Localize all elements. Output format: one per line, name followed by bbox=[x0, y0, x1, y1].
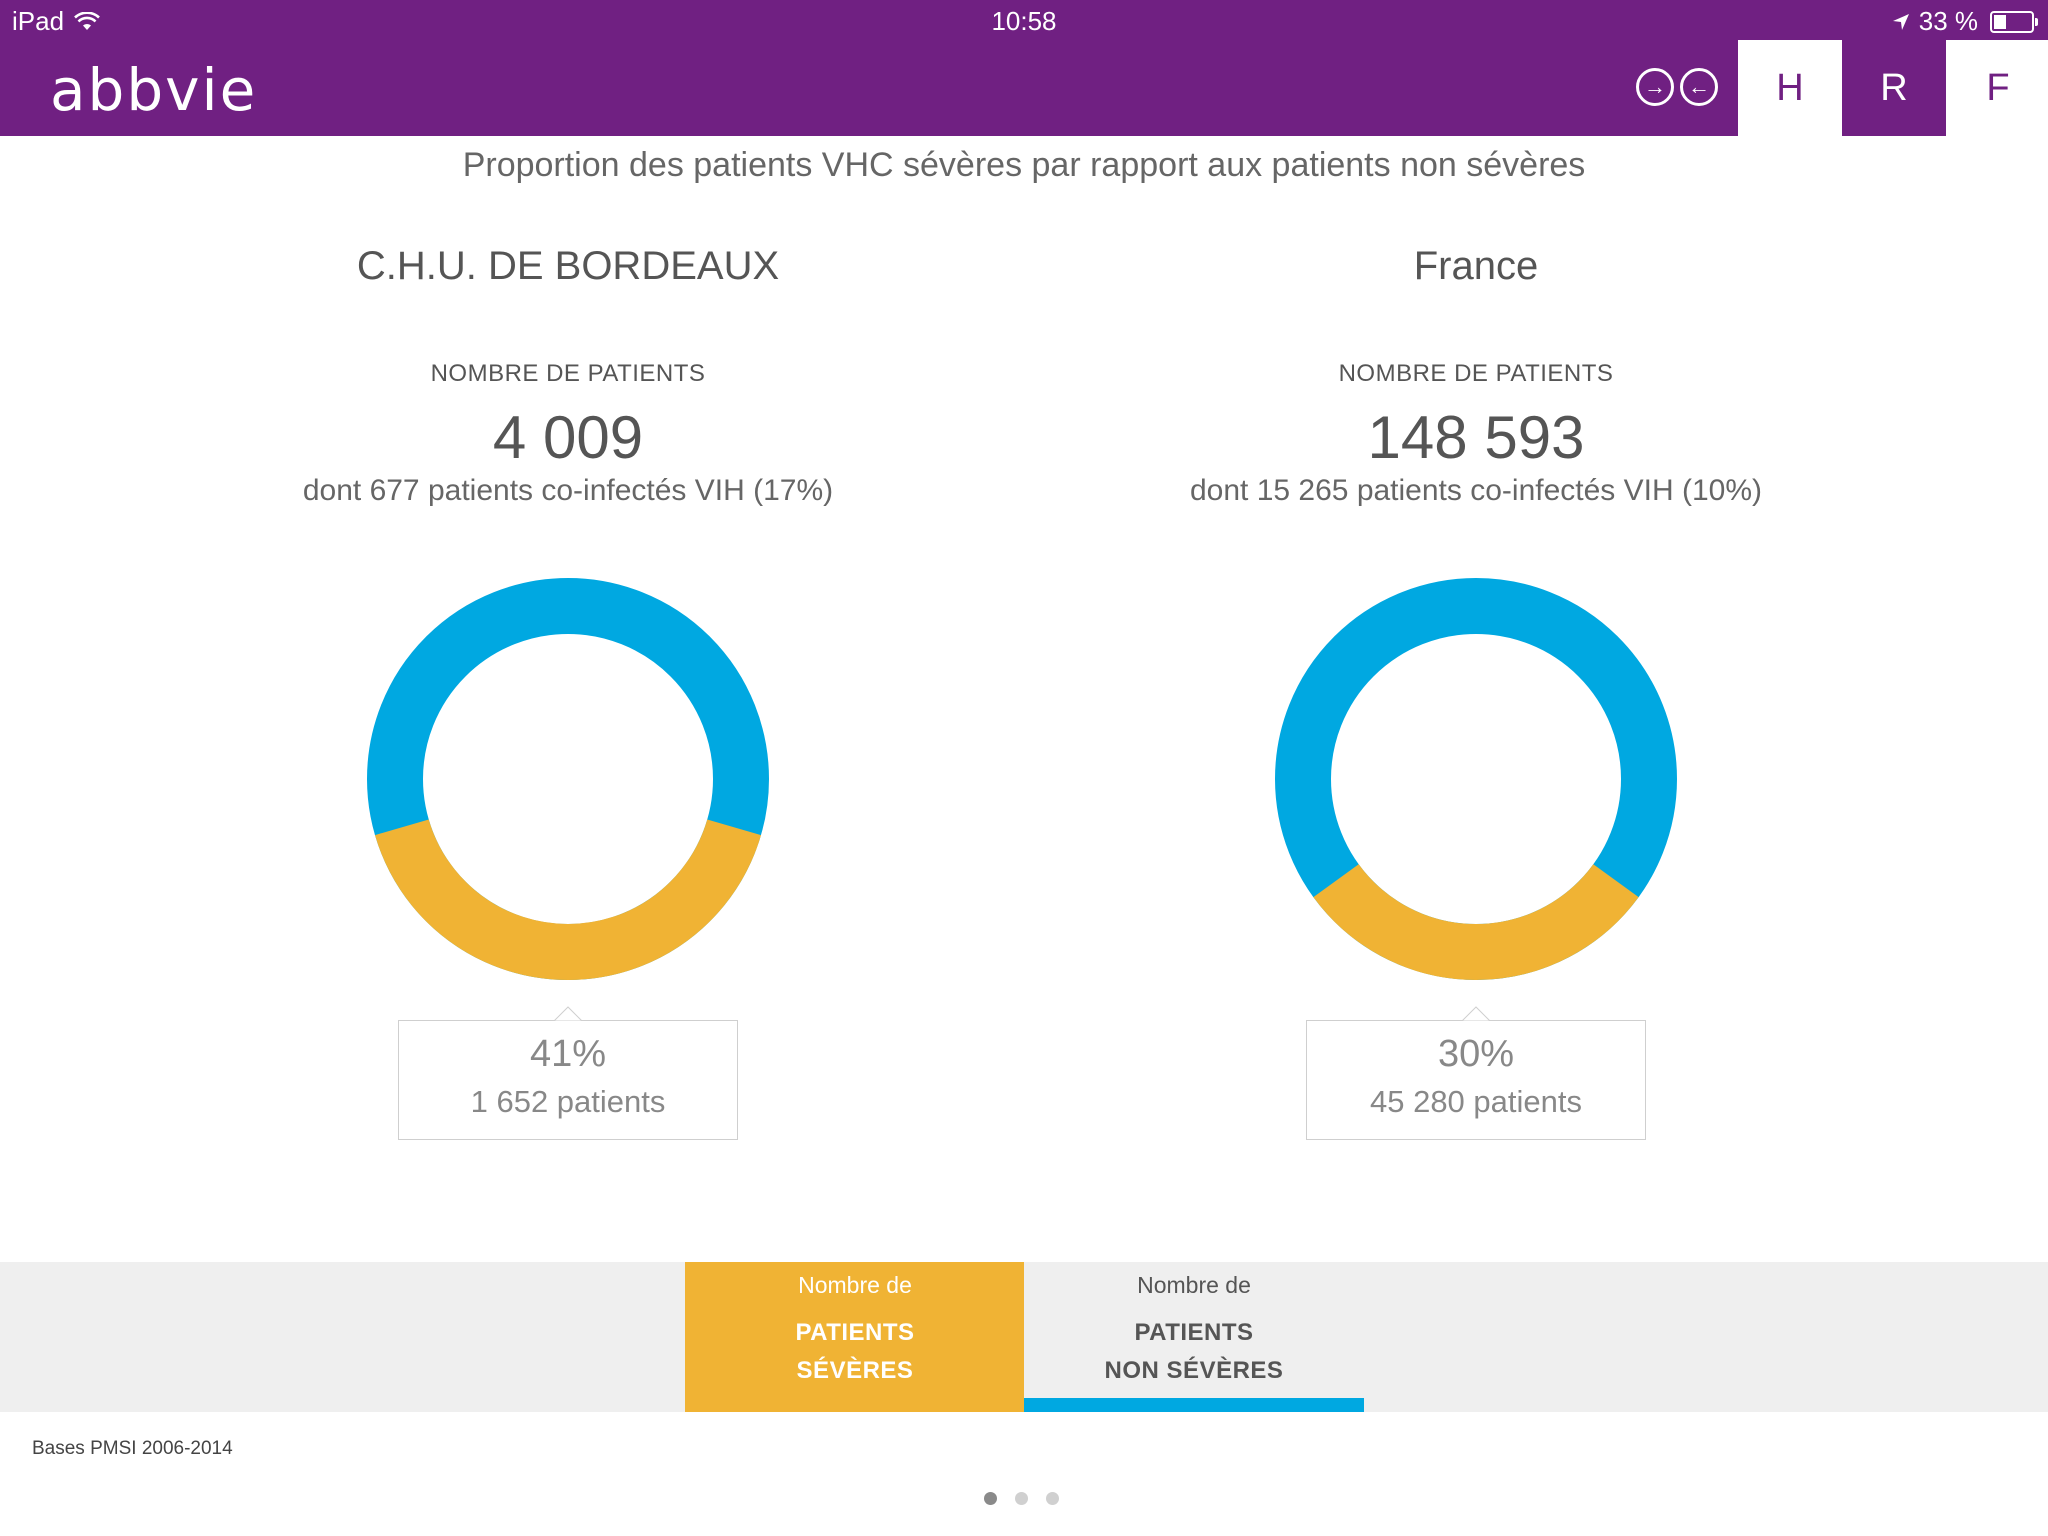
panel-title: C.H.U. DE BORDEAUX bbox=[356, 244, 780, 288]
tab-f[interactable]: F bbox=[1946, 40, 2048, 136]
legend-line: NON SÉVÈRES bbox=[1104, 1357, 1284, 1384]
legend-line: PATIENTS bbox=[1134, 1319, 1254, 1346]
device-name: iPad bbox=[12, 6, 65, 36]
battery-icon bbox=[1990, 10, 2038, 33]
abbvie-logo: abbvie bbox=[50, 56, 258, 124]
nav-arrows: → ← bbox=[1636, 68, 1718, 106]
legend-severe-button[interactable]: Nombre de PATIENTS SÉVÈRES bbox=[685, 1262, 1025, 1412]
severe-percent: 41% bbox=[529, 1033, 607, 1075]
app-header: abbvie → ← H R F bbox=[0, 40, 2048, 136]
arrow-left-circle-icon[interactable]: ← bbox=[1680, 68, 1718, 106]
legend-line: Nombre de bbox=[798, 1272, 912, 1298]
donut-segment-severe bbox=[374, 819, 762, 980]
severe-percent: 30% bbox=[1437, 1033, 1515, 1075]
patient-count: 148 593 bbox=[1367, 404, 1585, 471]
panel-chu-bordeaux: C.H.U. DE BORDEAUX NOMBRE DE PATIENTS 4 … bbox=[98, 244, 1038, 508]
battery-percent: 33 % bbox=[1918, 6, 1978, 36]
page-subtitle: Proportion des patients VHC sévères par … bbox=[462, 146, 1586, 184]
arrow-right-circle-icon[interactable]: → bbox=[1636, 68, 1674, 106]
count-label: NOMBRE DE PATIENTS bbox=[430, 360, 706, 387]
legend-non-severe-underline bbox=[1024, 1398, 1364, 1412]
callout-pointer bbox=[1462, 1006, 1490, 1034]
legend-bar: Nombre de PATIENTS SÉVÈRES Nombre de PAT… bbox=[0, 1262, 2048, 1412]
page-dot[interactable] bbox=[984, 1492, 997, 1505]
legend-line: PATIENTS bbox=[795, 1319, 915, 1346]
page-dot[interactable] bbox=[1046, 1492, 1059, 1505]
donut-chart-france bbox=[1274, 577, 1678, 981]
severe-patients: 1 652 patients bbox=[470, 1084, 666, 1119]
legend-line: Nombre de bbox=[1137, 1272, 1251, 1298]
location-icon bbox=[1892, 13, 1909, 30]
panel-title: France bbox=[1413, 244, 1539, 288]
patient-count: 4 009 bbox=[492, 404, 644, 471]
callout-bordeaux: 41% 1 652 patients bbox=[398, 1006, 738, 1140]
coinfected-text: dont 15 265 patients co-infectés VIH (10… bbox=[1190, 474, 1762, 507]
callout-france: 30% 45 280 patients bbox=[1306, 1006, 1646, 1140]
page-indicator bbox=[984, 1492, 1059, 1505]
callout-pointer bbox=[554, 1006, 582, 1034]
count-label: NOMBRE DE PATIENTS bbox=[1338, 360, 1614, 387]
donut-chart-bordeaux bbox=[366, 577, 770, 981]
tab-r[interactable]: R bbox=[1842, 40, 1946, 136]
legend-non-severe-button[interactable]: Nombre de PATIENTS NON SÉVÈRES bbox=[1024, 1262, 1364, 1412]
panel-france: France NOMBRE DE PATIENTS 148 593 dont 1… bbox=[1006, 244, 1946, 508]
page-dot[interactable] bbox=[1015, 1492, 1028, 1505]
legend-line: SÉVÈRES bbox=[796, 1357, 914, 1384]
coinfected-text: dont 677 patients co-infectés VIH (17%) bbox=[302, 474, 834, 507]
tab-h[interactable]: H bbox=[1738, 40, 1842, 136]
donut-segment-severe bbox=[1313, 863, 1639, 980]
severe-patients: 45 280 patients bbox=[1369, 1084, 1582, 1119]
status-bar: iPad 10:58 33 % bbox=[0, 0, 2048, 40]
status-time: 10:58 bbox=[991, 6, 1057, 36]
wifi-icon bbox=[74, 11, 100, 30]
level-tabs: H R F bbox=[1738, 40, 2048, 136]
data-source: Bases PMSI 2006-2014 bbox=[32, 1438, 233, 1459]
